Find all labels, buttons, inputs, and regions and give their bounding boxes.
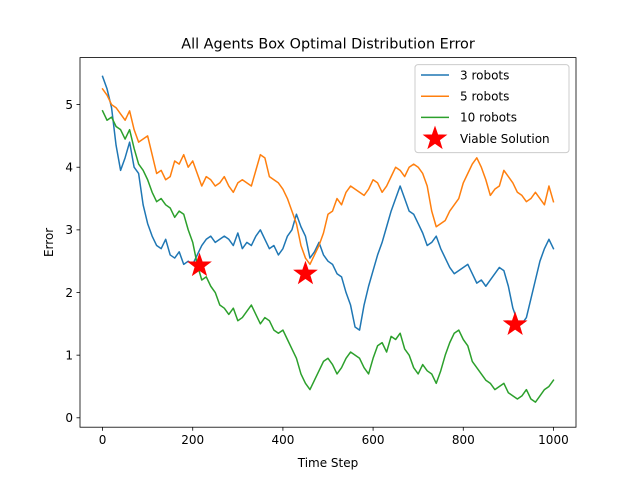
x-tick-label: 0 <box>99 433 107 447</box>
series-line-3 <box>101 109 555 403</box>
legend: 3 robots 5 robots 10 robots Viable Solution <box>414 64 570 154</box>
x-tick-label: 200 <box>181 433 204 447</box>
y-tick-label: 2 <box>65 286 73 300</box>
x-axis-ticks: 0 200 400 600 800 1000 <box>99 427 569 447</box>
y-tick-label: 3 <box>65 223 73 237</box>
viable-solution-marker <box>187 252 212 277</box>
x-tick-label: 1000 <box>538 433 569 447</box>
legend-box <box>414 64 570 154</box>
legend-label-1: 3 robots <box>460 68 509 82</box>
legend-items: 3 robots 5 robots 10 robots Viable Solution <box>421 68 550 150</box>
y-tick-label: 4 <box>65 161 73 175</box>
y-axis-label: Error <box>42 228 56 257</box>
marker-layer <box>187 252 528 336</box>
viable-solution-marker <box>502 311 528 336</box>
series-line-2 <box>101 87 555 266</box>
x-axis-label: Time Step <box>297 456 359 470</box>
series-layer <box>101 75 555 403</box>
y-tick-label: 0 <box>65 411 73 425</box>
y-tick-label: 5 <box>65 98 73 112</box>
y-axis-ticks: 0 1 2 3 4 5 <box>65 98 80 425</box>
y-tick-label: 1 <box>65 348 73 362</box>
x-tick-label: 800 <box>452 433 475 447</box>
plot-frame <box>79 57 577 428</box>
legend-label-2: 5 robots <box>460 90 509 104</box>
x-tick-label: 600 <box>362 433 385 447</box>
series-line-1 <box>101 75 555 331</box>
legend-label-marker: Viable Solution <box>460 132 550 146</box>
x-tick-label: 400 <box>271 433 294 447</box>
legend-swatch-marker <box>422 125 448 150</box>
chart-title: All Agents Box Optimal Distribution Erro… <box>181 37 475 53</box>
legend-label-3: 10 robots <box>460 111 517 125</box>
viable-solution-marker <box>293 260 318 285</box>
